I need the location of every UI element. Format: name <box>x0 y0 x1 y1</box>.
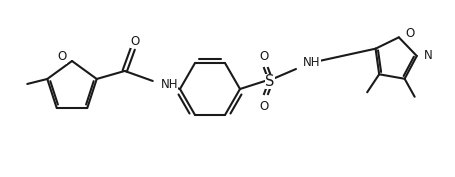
Text: O: O <box>58 50 67 64</box>
Text: O: O <box>259 50 268 62</box>
Text: O: O <box>259 99 268 113</box>
Text: N: N <box>424 49 433 62</box>
Text: NH: NH <box>161 78 178 92</box>
Text: O: O <box>130 35 139 48</box>
Text: S: S <box>265 73 275 88</box>
Text: O: O <box>406 27 415 40</box>
Text: NH: NH <box>303 56 320 70</box>
